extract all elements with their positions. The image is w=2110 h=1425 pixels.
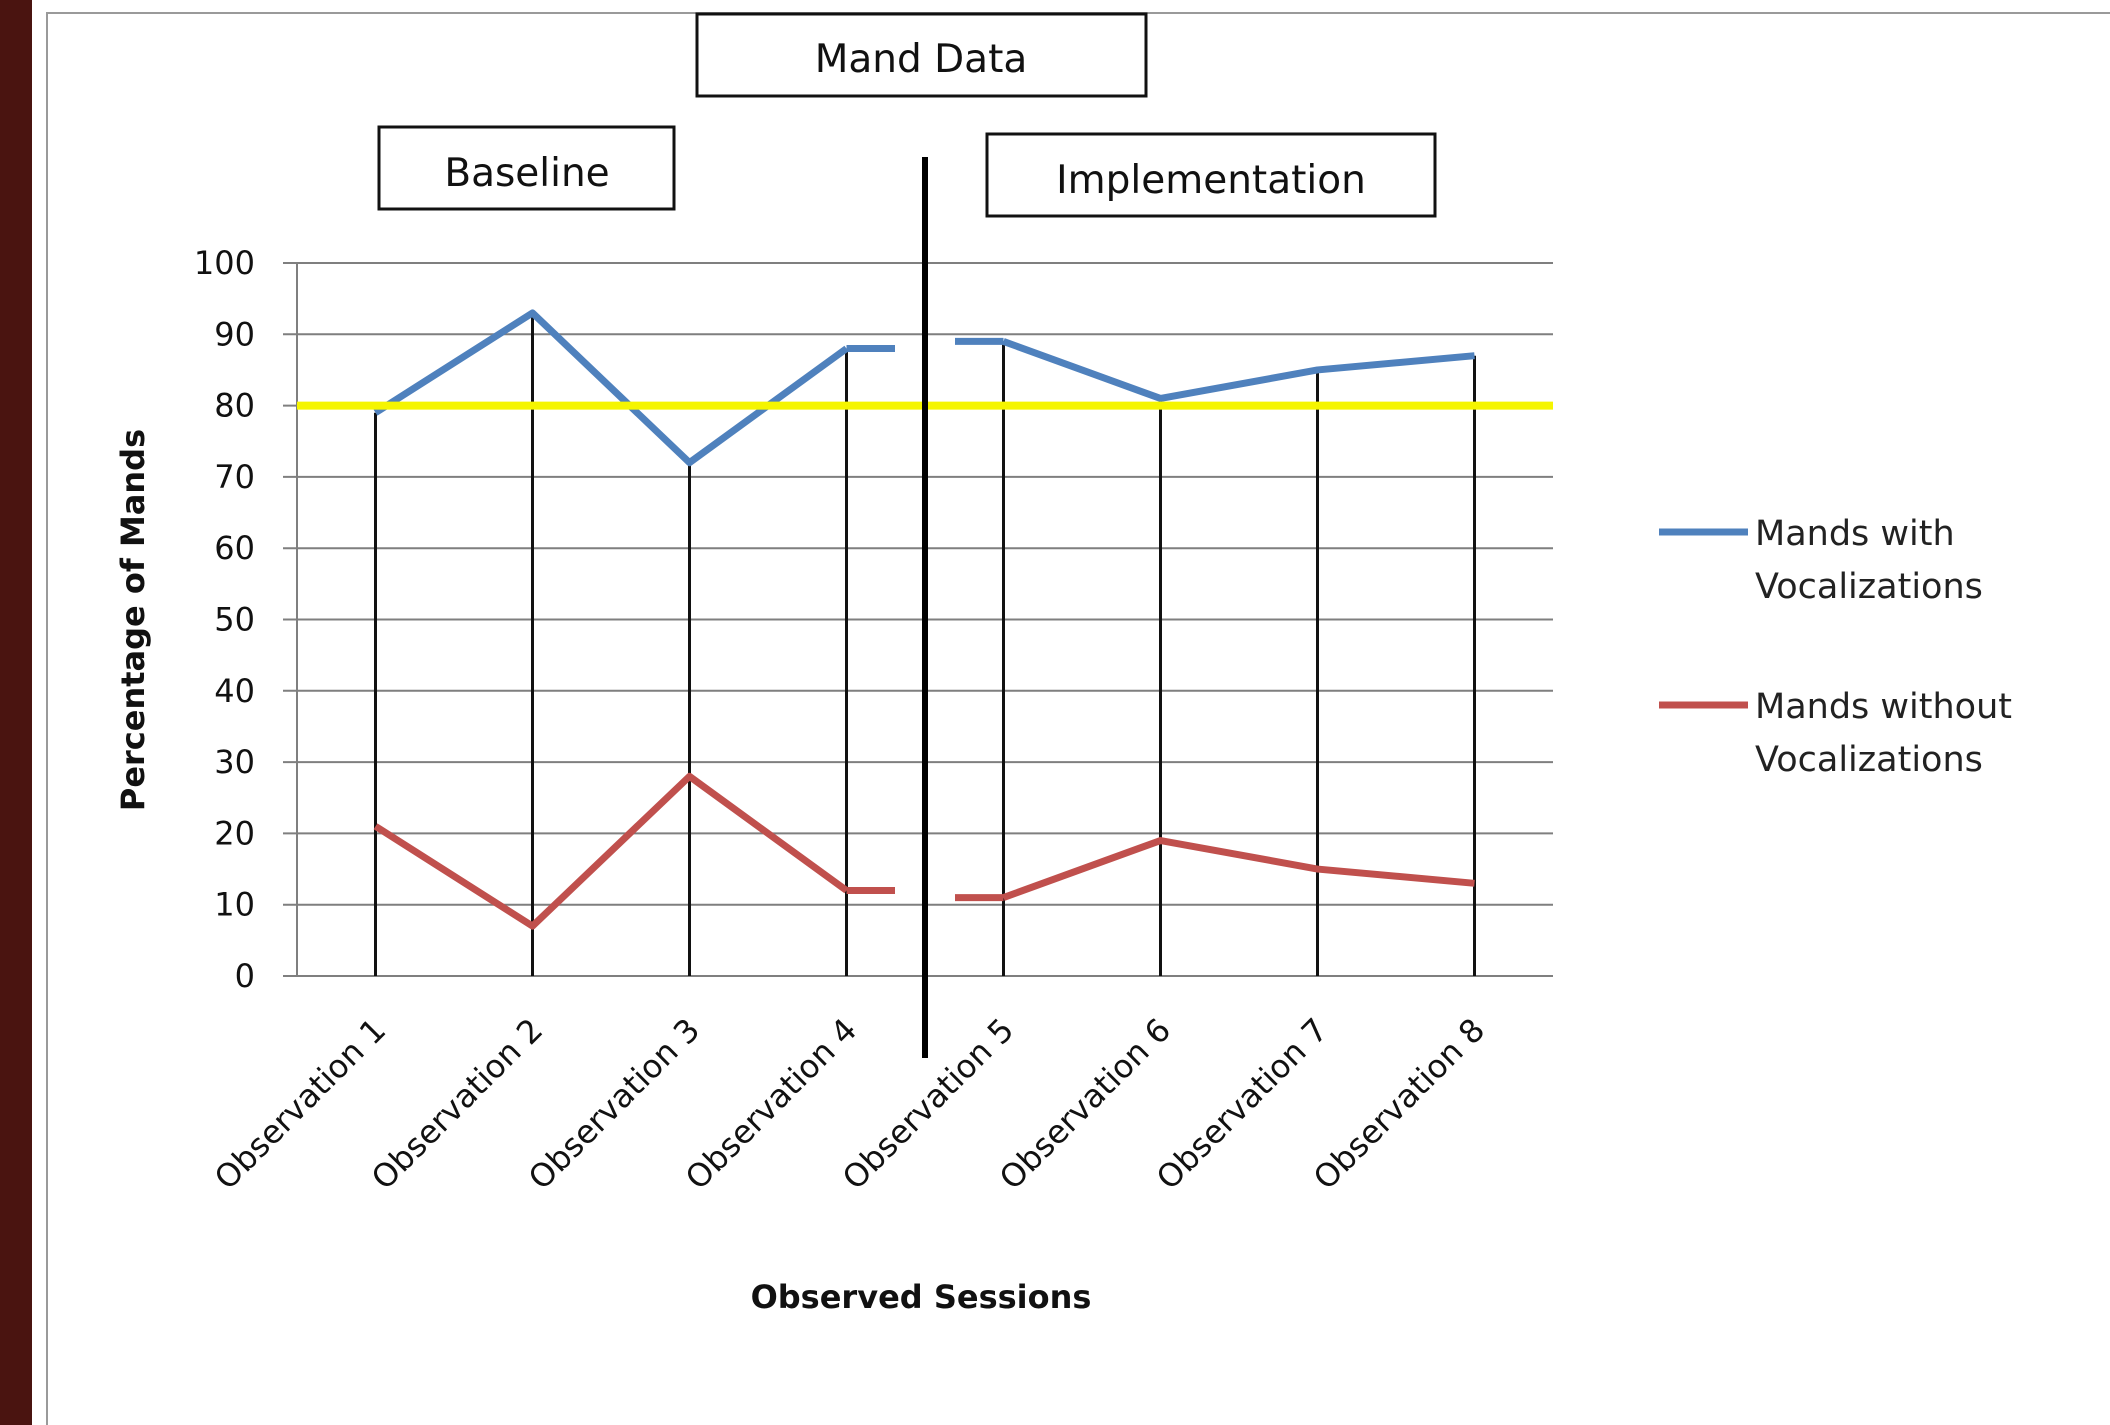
legend: Mands with Vocalizations Mands without V… [1659,514,2012,780]
series-1-implementation-line [1002,837,1475,901]
series-0-baseline-line [373,309,849,467]
grid-layer [283,262,1553,977]
y-tick-label-50: 50 [214,601,255,639]
left-border-bar [0,0,32,1425]
series-1-baseline-line [373,772,849,930]
baseline-box [377,125,676,211]
y-tick-label-30: 30 [214,743,255,781]
x-axis-title: Observed Sessions [751,1278,1092,1316]
y-tick-label-10: 10 [214,886,255,924]
drop-lines [374,312,1476,976]
y-tick-labels: 0 10 20 30 40 50 60 70 80 90 100 [194,244,255,995]
y-tick-label-40: 40 [214,672,255,710]
legend-label-mands-without-line1: Mands without [1755,687,2012,727]
y-tick-label-60: 60 [214,529,255,567]
y-tick-label-90: 90 [214,315,255,353]
y-tick-label-0: 0 [235,957,255,995]
legend-label-mands-with-line1: Mands with [1755,514,1955,554]
y-tick-label-70: 70 [214,458,255,496]
series-0-implementation-line [1002,338,1475,402]
y-tick-label-20: 20 [214,814,255,852]
implementation-box [985,132,1437,218]
legend-label-mands-with-line2: Vocalizations [1755,567,1983,607]
legend-label-mands-without-line2: Vocalizations [1755,740,1983,780]
baseline-label: Baseline [444,151,609,196]
chart-title: Mand Data [815,37,1028,82]
title-box [695,12,1148,98]
y-axis-title: Percentage of Mands [114,429,152,811]
y-tick-label-100: 100 [194,244,255,282]
y-tick-label-80: 80 [214,387,255,425]
implementation-label: Implementation [1056,158,1366,203]
